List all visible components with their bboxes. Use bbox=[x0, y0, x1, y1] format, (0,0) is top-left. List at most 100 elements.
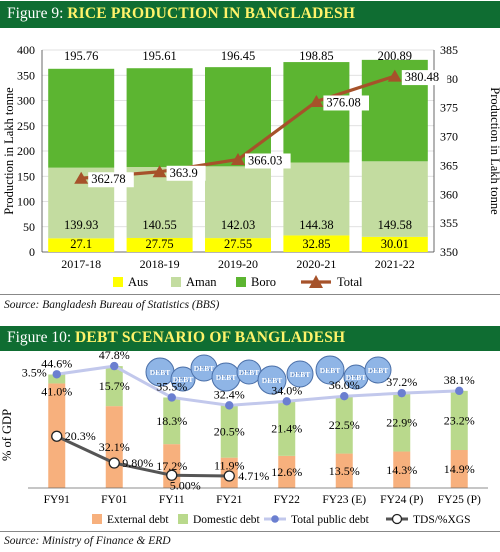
debt-globe-line bbox=[240, 370, 256, 375]
figure-9-source-rule bbox=[0, 294, 500, 295]
data-label-tds: 20.3% bbox=[65, 429, 96, 443]
figure-10-label: Figure 10: bbox=[7, 329, 76, 346]
legend-label-aus: Aus bbox=[128, 275, 148, 289]
y-tick-label: 0 bbox=[29, 245, 35, 259]
marker-tds bbox=[223, 470, 235, 482]
legend-swatch-boro bbox=[236, 277, 246, 287]
y2-tick-label: 375 bbox=[440, 101, 458, 115]
marker-total-public-debt bbox=[225, 401, 234, 410]
data-label-total-bg bbox=[166, 165, 206, 181]
debt-globe-line bbox=[261, 378, 280, 384]
data-label-aus: 27.1 bbox=[70, 237, 92, 251]
bar-boro bbox=[205, 67, 271, 167]
legend-swatch-external-debt bbox=[92, 514, 102, 524]
bar-aman bbox=[205, 166, 271, 239]
debt-globe-text: DEBT bbox=[173, 375, 193, 384]
data-label-total: 362.78 bbox=[91, 172, 125, 186]
bar-domestic-debt bbox=[163, 397, 181, 445]
bar-domestic-debt bbox=[450, 390, 468, 451]
data-label-total-bg bbox=[88, 172, 134, 188]
y-tick-label: 350 bbox=[17, 68, 35, 82]
bar-external-debt bbox=[278, 455, 296, 488]
data-label-aus: 30.01 bbox=[381, 237, 409, 251]
figure-10-source: Source: Ministry of Finance & ERD bbox=[4, 535, 171, 547]
data-label-external-debt: 12.6% bbox=[271, 465, 302, 479]
figure-9-banner: Figure 9: RICE PRODUCTION IN BANGLADESH bbox=[0, 1, 500, 28]
marker-tds bbox=[166, 469, 178, 481]
debt-globe-line bbox=[149, 370, 168, 376]
debt-globe bbox=[286, 360, 314, 388]
data-label-boro: 196.45 bbox=[221, 49, 255, 63]
bar-aman bbox=[283, 162, 350, 236]
debt-globe-text: DEBT bbox=[239, 368, 259, 377]
series-line-total-public-debt bbox=[56, 364, 460, 407]
data-label-total-public-debt: 47.8% bbox=[99, 350, 130, 362]
bar-domestic-debt bbox=[220, 405, 238, 458]
marker-total-public-debt bbox=[110, 361, 119, 371]
bar-boro bbox=[283, 62, 350, 163]
debt-globe-text: DEBT bbox=[216, 373, 236, 382]
data-label-boro: 198.85 bbox=[299, 49, 333, 63]
x-tick-label: FY01 bbox=[101, 494, 127, 506]
legend-label-domestic-debt: Domestic debt bbox=[193, 514, 261, 526]
marker-total bbox=[231, 152, 245, 165]
y-tick-label: 150 bbox=[17, 169, 35, 183]
legend-swatch-aman bbox=[171, 277, 181, 287]
data-label-tds: 4.71% bbox=[238, 469, 269, 483]
data-label-total-public-debt: 34.0% bbox=[271, 383, 302, 397]
data-label-aman: 142.03 bbox=[221, 218, 255, 232]
x-tick-label: 2020-21 bbox=[296, 257, 336, 271]
debt-globe-line bbox=[368, 368, 385, 373]
x-tick-label: FY23 (E) bbox=[322, 494, 366, 506]
data-label-external-debt: 17.2% bbox=[156, 459, 187, 473]
data-label-domestic-debt: 20.5% bbox=[214, 425, 245, 439]
y2-tick-label: 385 bbox=[440, 43, 458, 57]
data-label-total-bg bbox=[323, 95, 369, 111]
bar-aus bbox=[48, 238, 115, 252]
figure-9-title: RICE PRODUCTION IN BANGLADESH bbox=[67, 5, 356, 22]
legend-marker-tds bbox=[391, 513, 403, 525]
marker-tds bbox=[108, 457, 120, 469]
data-label-aman: 144.38 bbox=[299, 218, 333, 232]
debt-globe-line bbox=[319, 368, 338, 374]
data-label-boro: 195.76 bbox=[64, 49, 98, 63]
debt-globe-line bbox=[290, 372, 307, 377]
marker-total bbox=[309, 94, 324, 107]
y-axis-title: Production in Lakh tonne bbox=[2, 87, 16, 215]
data-label-total-public-debt: 36.0% bbox=[329, 378, 360, 392]
x-tick-label: FY91 bbox=[44, 494, 70, 506]
bar-aus bbox=[126, 237, 193, 252]
legend-swatch-aus bbox=[113, 277, 123, 287]
bar-boro bbox=[48, 68, 115, 168]
data-label-total: 376.08 bbox=[326, 95, 360, 109]
data-label-total-bg bbox=[401, 70, 448, 86]
bar-external-debt bbox=[335, 453, 353, 488]
data-label-domestic-debt: 21.4% bbox=[271, 422, 302, 436]
data-label-domestic-debt: 22.5% bbox=[329, 418, 360, 432]
data-label-external-debt: 13.5% bbox=[329, 464, 360, 478]
y-tick-label: 200 bbox=[17, 144, 35, 158]
debt-globe-line bbox=[194, 366, 211, 371]
debt-globe-text: DEBT bbox=[346, 373, 366, 382]
data-label-external-debt: 41.0% bbox=[41, 384, 72, 398]
marker-total-public-debt bbox=[340, 392, 349, 401]
data-label-total-public-debt: 37.2% bbox=[386, 375, 417, 389]
data-label-total: 380.48 bbox=[405, 70, 439, 84]
figure-9-label: Figure 9: bbox=[7, 5, 68, 22]
data-label-external-debt: 11.9% bbox=[214, 459, 245, 473]
bar-aman bbox=[361, 161, 428, 237]
data-label-total-public-debt: 38.1% bbox=[444, 373, 475, 387]
legend-label-aman: Aman bbox=[186, 275, 217, 289]
debt-globe bbox=[315, 355, 345, 385]
legend-label-external-debt: External debt bbox=[107, 514, 169, 526]
marker-total bbox=[387, 69, 402, 82]
data-label-external-debt: 14.9% bbox=[444, 462, 475, 476]
data-label-domestic-debt: 3.5% bbox=[22, 366, 47, 380]
data-label-total: 366.03 bbox=[248, 153, 282, 167]
legend-label-total: Total bbox=[337, 275, 363, 289]
debt-globe-line bbox=[174, 377, 190, 382]
marker-total bbox=[74, 171, 89, 184]
series-line-tds bbox=[56, 434, 230, 478]
